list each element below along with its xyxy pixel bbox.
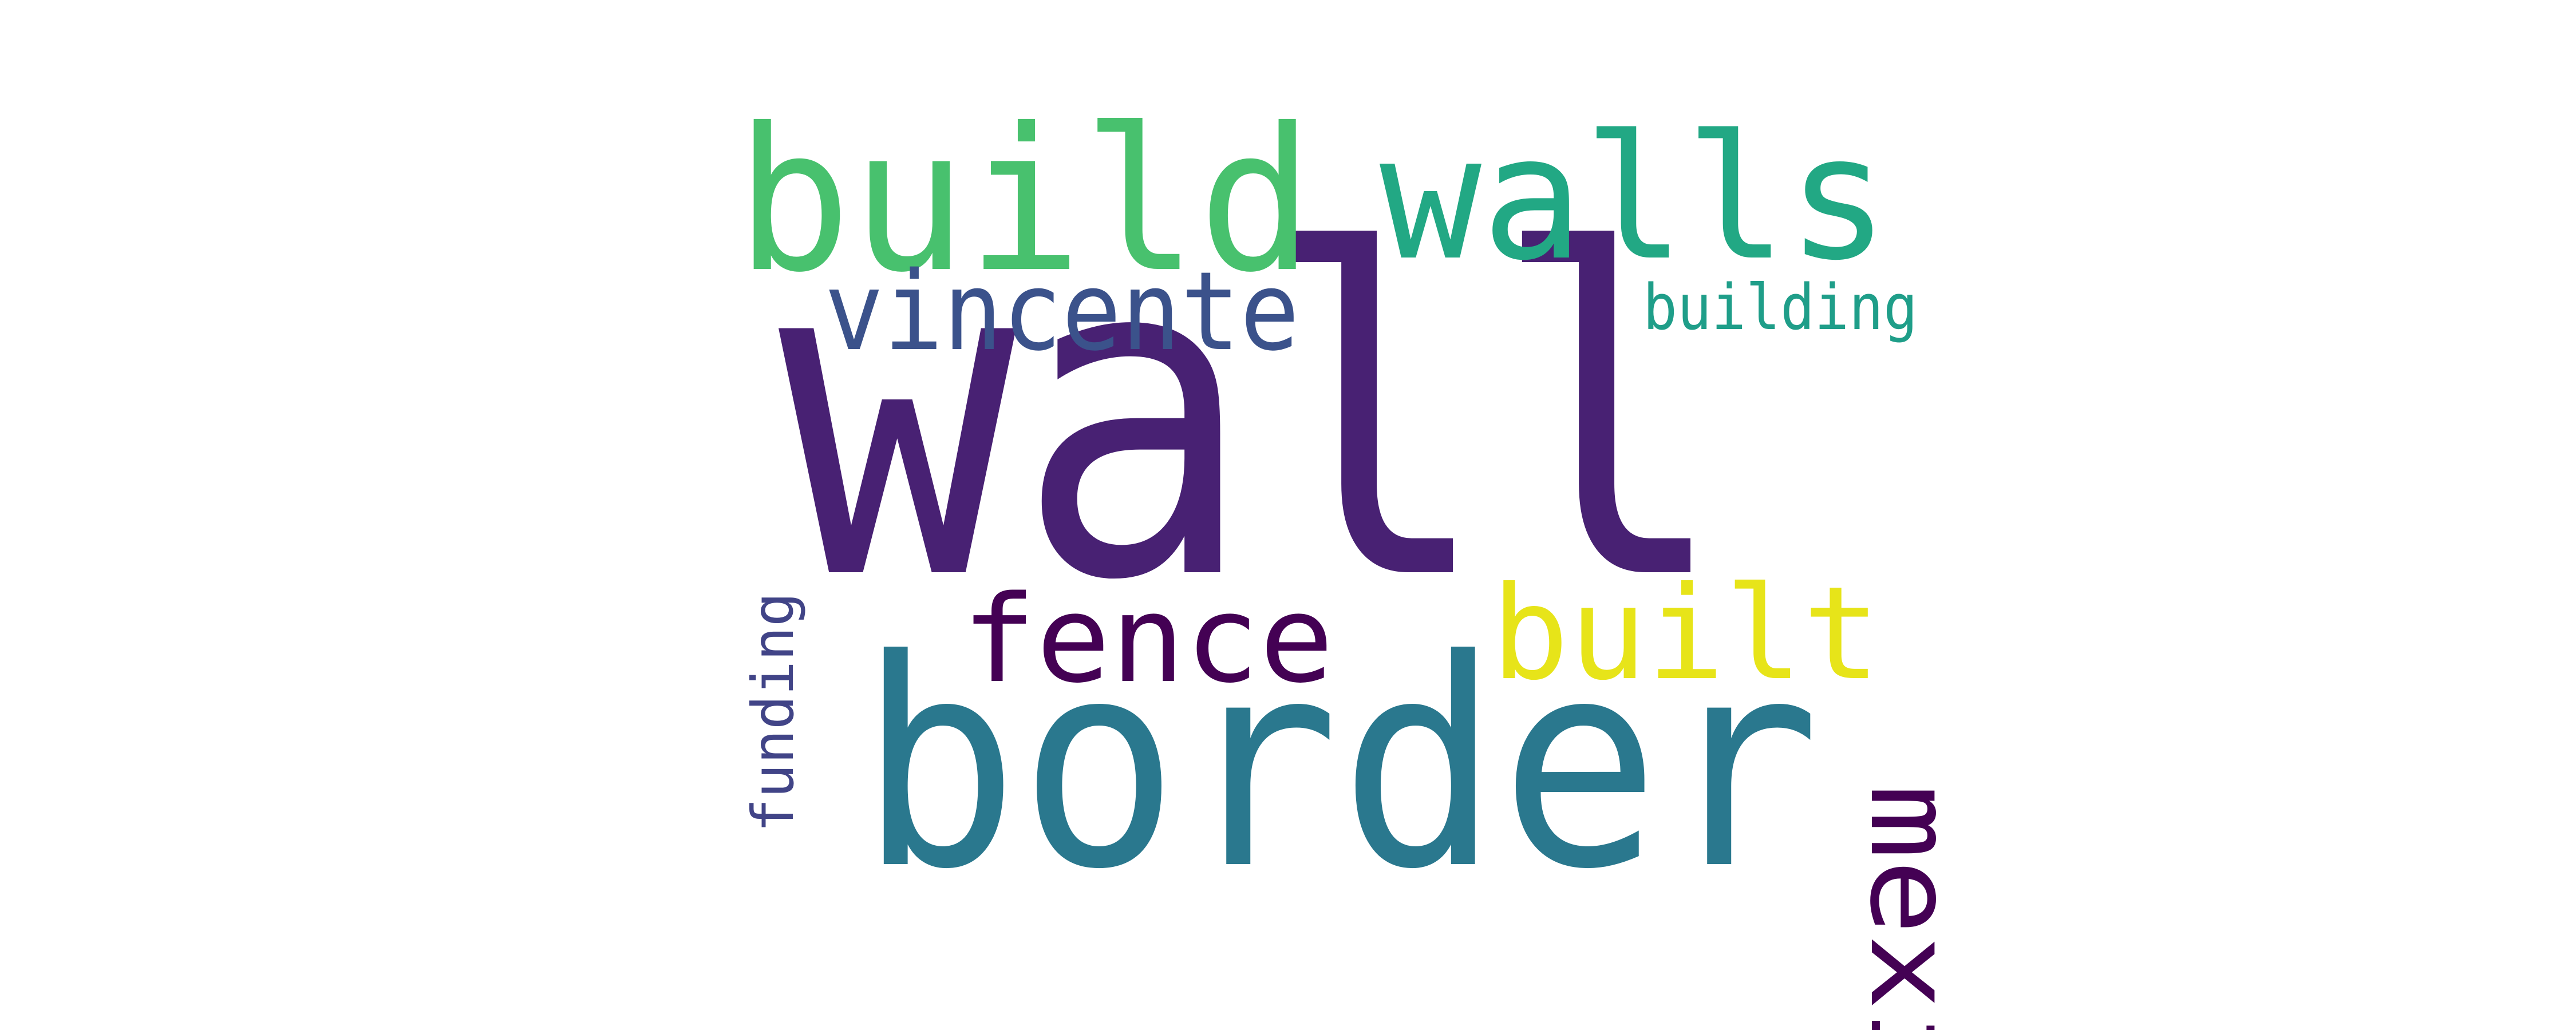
word-fence: fence	[962, 569, 1334, 710]
word-build: build	[736, 86, 1314, 316]
word-building: building	[1643, 271, 1918, 344]
word-border: border	[859, 599, 1820, 932]
word-mexico: mexico	[1844, 784, 1978, 1030]
word-vincente: vincente	[824, 248, 1299, 375]
word-funding: funding	[740, 592, 807, 833]
word-built: built	[1491, 559, 1880, 709]
word-walls: walls	[1380, 98, 1889, 298]
word-wall: wall	[779, 158, 1729, 678]
